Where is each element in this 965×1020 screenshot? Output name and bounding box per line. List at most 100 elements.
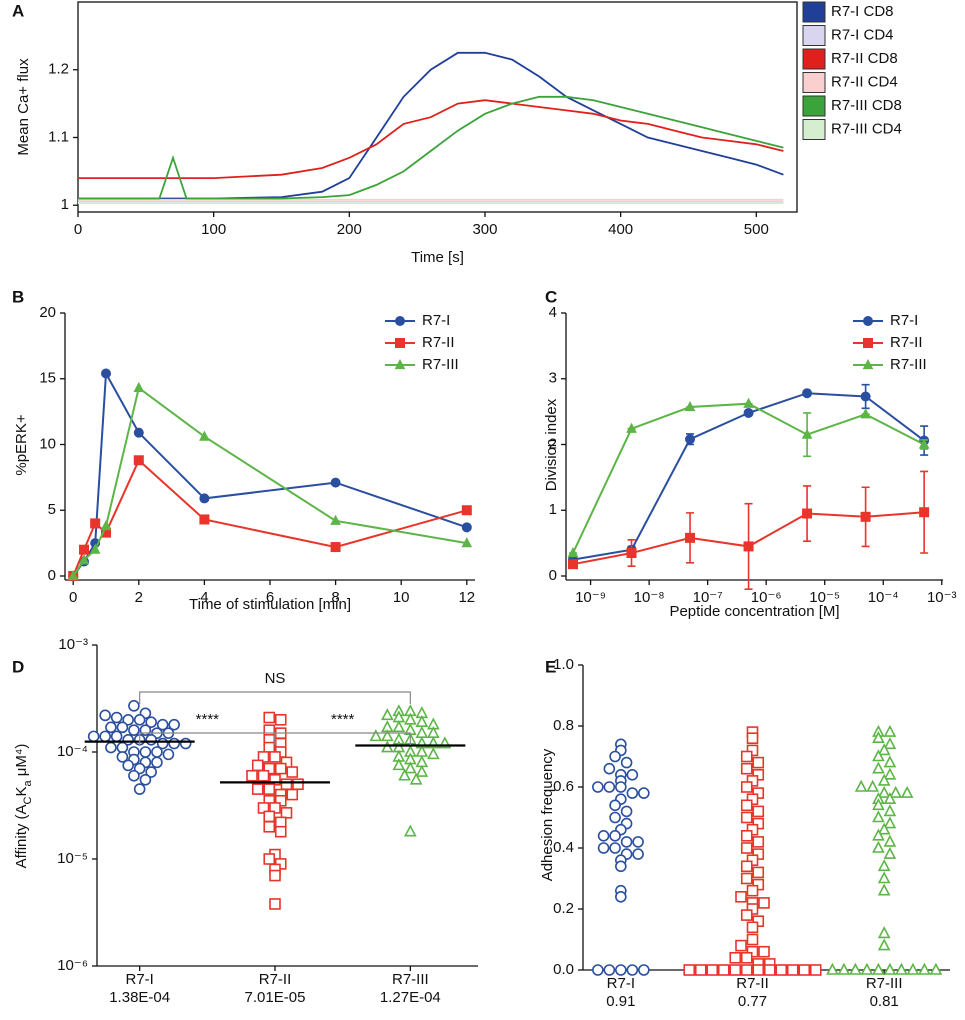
marker: [609, 799, 621, 812]
legend-swatch: [802, 72, 826, 93]
x-tick-label: 10⁻⁸: [634, 589, 665, 606]
marker: [735, 939, 747, 952]
marker: [849, 962, 862, 975]
marker: [392, 720, 406, 733]
marker: [99, 709, 111, 722]
y-tick-label: 1.0: [553, 656, 574, 673]
x-axis-label: Peptide concentration [M]: [669, 603, 839, 620]
marker: [79, 544, 90, 555]
x-tick-label: 10⁻⁴: [868, 589, 899, 606]
marker: [609, 842, 621, 854]
x-tick-sublabel: 0.77: [738, 993, 767, 1010]
marker: [735, 890, 747, 903]
series-line: [78, 95, 784, 200]
y-axis-label-part: C: [22, 796, 34, 804]
y-tick-label: 0.6: [553, 778, 574, 795]
legend-label: R7-II CD8: [831, 50, 898, 67]
marker: [139, 724, 152, 736]
y-axis-label: Division index: [543, 398, 560, 491]
marker: [872, 840, 885, 853]
marker: [929, 962, 943, 975]
legend-label: R7-II: [422, 334, 455, 351]
marker: [775, 964, 788, 976]
marker: [133, 783, 146, 795]
y-tick-label: 10: [39, 435, 56, 452]
marker: [89, 543, 101, 554]
y-tick-label: 15: [39, 370, 56, 387]
marker: [620, 836, 633, 848]
marker: [567, 559, 578, 570]
marker: [269, 869, 281, 882]
marker: [729, 951, 742, 964]
marker: [746, 732, 759, 745]
marker: [133, 381, 145, 393]
legend-label: R7-III: [890, 356, 927, 373]
marker: [415, 714, 429, 727]
x-tick-label: R7-I: [607, 975, 635, 992]
marker: [801, 428, 813, 439]
marker: [743, 541, 754, 552]
marker: [404, 824, 417, 837]
marker: [615, 890, 627, 903]
marker: [752, 866, 765, 879]
marker: [740, 842, 753, 854]
marker: [269, 898, 281, 910]
series-line: [78, 51, 784, 200]
marker: [758, 945, 770, 958]
marker: [100, 520, 112, 531]
marker: [133, 713, 146, 726]
y-axis-label-part: μM⁴): [13, 744, 30, 781]
marker: [866, 779, 879, 792]
marker: [632, 848, 644, 860]
marker: [110, 711, 123, 724]
marker: [883, 834, 897, 847]
marker: [151, 746, 163, 758]
marker: [122, 713, 134, 726]
significance-label: ****: [331, 711, 355, 728]
significance-bracket: [274, 732, 411, 745]
marker: [116, 751, 129, 763]
marker: [883, 962, 897, 975]
marker: [381, 729, 394, 742]
marker: [330, 542, 341, 553]
marker: [740, 750, 753, 763]
x-tick-label: R7-III: [866, 975, 903, 992]
marker: [145, 766, 157, 778]
marker: [263, 810, 276, 823]
marker: [128, 700, 140, 712]
legend-swatch: [802, 48, 826, 70]
marker: [746, 933, 759, 946]
x-tick-sublabel: 1.38E-04: [109, 989, 170, 1006]
marker: [883, 791, 897, 804]
panel-label: B: [12, 287, 24, 306]
x-tick-label: 8: [331, 589, 339, 606]
marker: [156, 718, 169, 731]
marker: [872, 810, 885, 823]
marker: [415, 764, 429, 777]
significance-label: ****: [196, 711, 220, 728]
marker: [729, 964, 742, 976]
marker: [461, 522, 472, 533]
y-axis-label: Affinity (ACKa μM⁴): [13, 744, 34, 869]
marker: [883, 846, 897, 859]
marker: [895, 962, 908, 975]
marker: [330, 514, 341, 525]
marker: [461, 537, 473, 548]
marker: [883, 724, 897, 737]
y-tick-label: 0: [48, 567, 56, 584]
marker: [683, 964, 696, 976]
marker: [274, 762, 287, 775]
panel-label: C: [545, 287, 557, 306]
marker: [889, 785, 902, 798]
marker: [638, 787, 650, 799]
y-tick-label: 0.4: [553, 839, 574, 856]
marker: [145, 716, 157, 728]
marker: [269, 751, 281, 763]
x-axis-label: Time of stimulation [min]: [189, 596, 351, 613]
marker: [286, 788, 299, 801]
marker: [752, 964, 765, 976]
marker: [381, 708, 394, 721]
marker: [99, 730, 111, 743]
legend-marker: [394, 358, 406, 370]
